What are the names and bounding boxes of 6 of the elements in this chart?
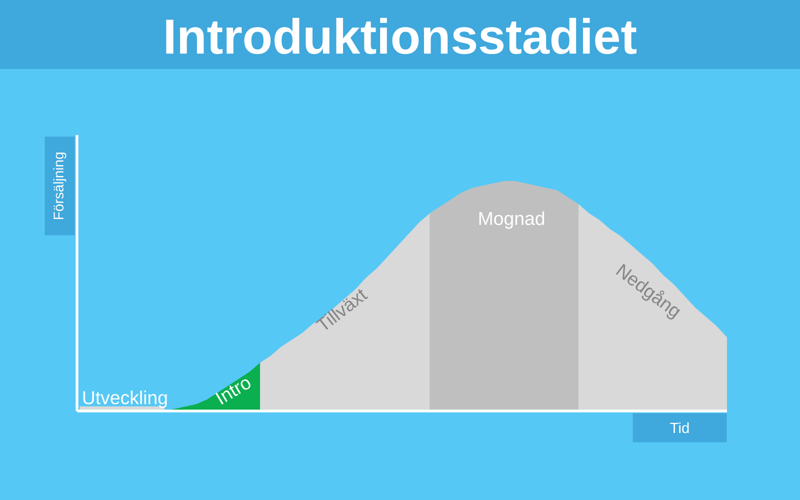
series-label: Utveckling [83,390,167,408]
chart-title: Introduktionsstadiet [166,18,637,54]
series-label: Intro [215,379,250,404]
series-label: Mognad [479,211,544,229]
y-axis-title: Försäljning [53,152,66,220]
x-axis-title: Tid [670,422,689,434]
